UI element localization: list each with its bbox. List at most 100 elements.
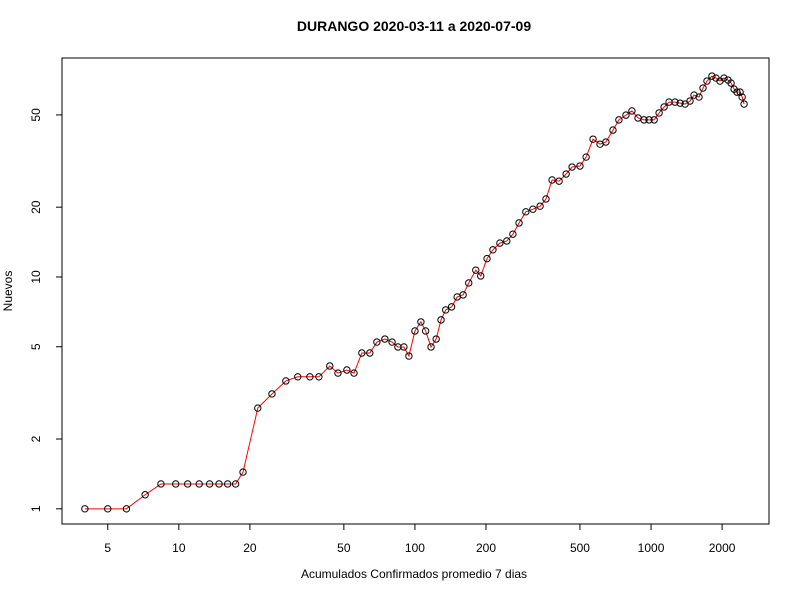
data-point bbox=[343, 366, 351, 374]
data-point bbox=[695, 93, 703, 101]
data-point bbox=[306, 373, 314, 381]
data-point bbox=[483, 254, 491, 263]
data-point bbox=[509, 230, 517, 238]
data-point bbox=[388, 338, 396, 346]
data-point bbox=[727, 79, 735, 87]
data-point bbox=[703, 77, 711, 85]
data-point bbox=[373, 338, 381, 346]
x-tick-label: 1000 bbox=[638, 541, 665, 555]
data-point bbox=[447, 303, 456, 311]
data-point bbox=[562, 170, 570, 178]
y-tick-label: 1 bbox=[29, 505, 43, 512]
data-point bbox=[205, 480, 214, 488]
data-point bbox=[427, 343, 435, 351]
data-point bbox=[555, 177, 563, 185]
y-tick-label: 10 bbox=[29, 270, 43, 284]
data-point bbox=[576, 162, 584, 170]
data-point bbox=[326, 362, 334, 370]
data-point bbox=[437, 316, 445, 324]
data-point bbox=[628, 107, 636, 115]
data-point bbox=[660, 103, 668, 111]
data-point bbox=[496, 239, 504, 247]
y-tick-label: 20 bbox=[29, 200, 43, 214]
data-point bbox=[489, 246, 497, 254]
data-point bbox=[676, 99, 684, 107]
data-point bbox=[104, 505, 112, 513]
data-point bbox=[405, 352, 413, 360]
data-point bbox=[733, 88, 741, 96]
data-point bbox=[268, 390, 276, 398]
y-tick-label: 2 bbox=[29, 435, 43, 442]
data-point bbox=[515, 219, 523, 227]
data-point bbox=[172, 480, 180, 488]
data-point bbox=[81, 505, 89, 513]
data-point bbox=[141, 491, 149, 499]
data-point bbox=[609, 126, 617, 134]
data-point bbox=[122, 505, 131, 513]
data-point bbox=[157, 480, 165, 488]
data-point bbox=[740, 100, 748, 108]
data-point bbox=[417, 318, 425, 326]
plot-frame bbox=[61, 57, 770, 525]
x-tick-label: 20 bbox=[243, 541, 257, 555]
data-point bbox=[421, 327, 430, 335]
x-tick-label: 100 bbox=[405, 541, 425, 555]
data-point bbox=[223, 480, 232, 488]
data-point bbox=[589, 135, 597, 143]
data-line bbox=[84, 75, 745, 510]
x-tick-label: 10 bbox=[172, 541, 186, 555]
data-point bbox=[582, 153, 590, 161]
data-point bbox=[690, 91, 698, 99]
data-point bbox=[720, 74, 728, 82]
data-point bbox=[686, 97, 694, 105]
data-point bbox=[650, 116, 658, 124]
data-point bbox=[183, 480, 192, 488]
x-axis-label: Acumulados Confirmados promedio 7 dias bbox=[301, 567, 527, 581]
x-tick-label: 5 bbox=[104, 541, 111, 555]
data-point bbox=[671, 98, 679, 106]
data-point bbox=[640, 116, 648, 124]
y-tick-label: 5 bbox=[29, 343, 43, 350]
data-point bbox=[736, 88, 744, 96]
data-point bbox=[334, 369, 342, 377]
data-point bbox=[708, 72, 716, 80]
data-point bbox=[231, 480, 240, 488]
data-point bbox=[459, 291, 467, 299]
data-point bbox=[254, 404, 262, 412]
data-point bbox=[315, 373, 323, 381]
data-point bbox=[738, 93, 746, 101]
data-point bbox=[465, 279, 473, 287]
data-point bbox=[645, 116, 653, 124]
data-point bbox=[215, 480, 223, 488]
x-tick-label: 500 bbox=[570, 541, 590, 555]
data-point bbox=[477, 272, 485, 280]
y-axis-label: Nuevos bbox=[1, 271, 15, 312]
y-tick-label: 50 bbox=[29, 108, 43, 122]
data-point bbox=[536, 202, 544, 210]
data-point bbox=[548, 176, 556, 184]
data-point bbox=[282, 377, 290, 385]
data-point bbox=[503, 237, 511, 245]
data-point bbox=[442, 306, 450, 314]
data-point bbox=[529, 205, 537, 213]
data-point bbox=[432, 335, 440, 343]
data-point bbox=[400, 343, 408, 351]
data-point bbox=[472, 266, 480, 274]
data-point bbox=[366, 349, 374, 357]
x-tick-label: 50 bbox=[337, 541, 351, 555]
x-tick-label: 200 bbox=[476, 541, 496, 555]
data-point bbox=[522, 208, 530, 216]
data-point bbox=[239, 468, 247, 476]
data-point bbox=[195, 480, 203, 488]
data-point bbox=[602, 138, 610, 146]
data-point bbox=[294, 373, 302, 381]
data-point bbox=[358, 349, 366, 357]
x-tick-label: 2000 bbox=[709, 541, 736, 555]
data-point bbox=[615, 116, 623, 124]
data-point bbox=[381, 335, 389, 343]
data-point bbox=[542, 195, 550, 203]
data-point bbox=[622, 111, 630, 119]
data-point bbox=[655, 109, 663, 117]
